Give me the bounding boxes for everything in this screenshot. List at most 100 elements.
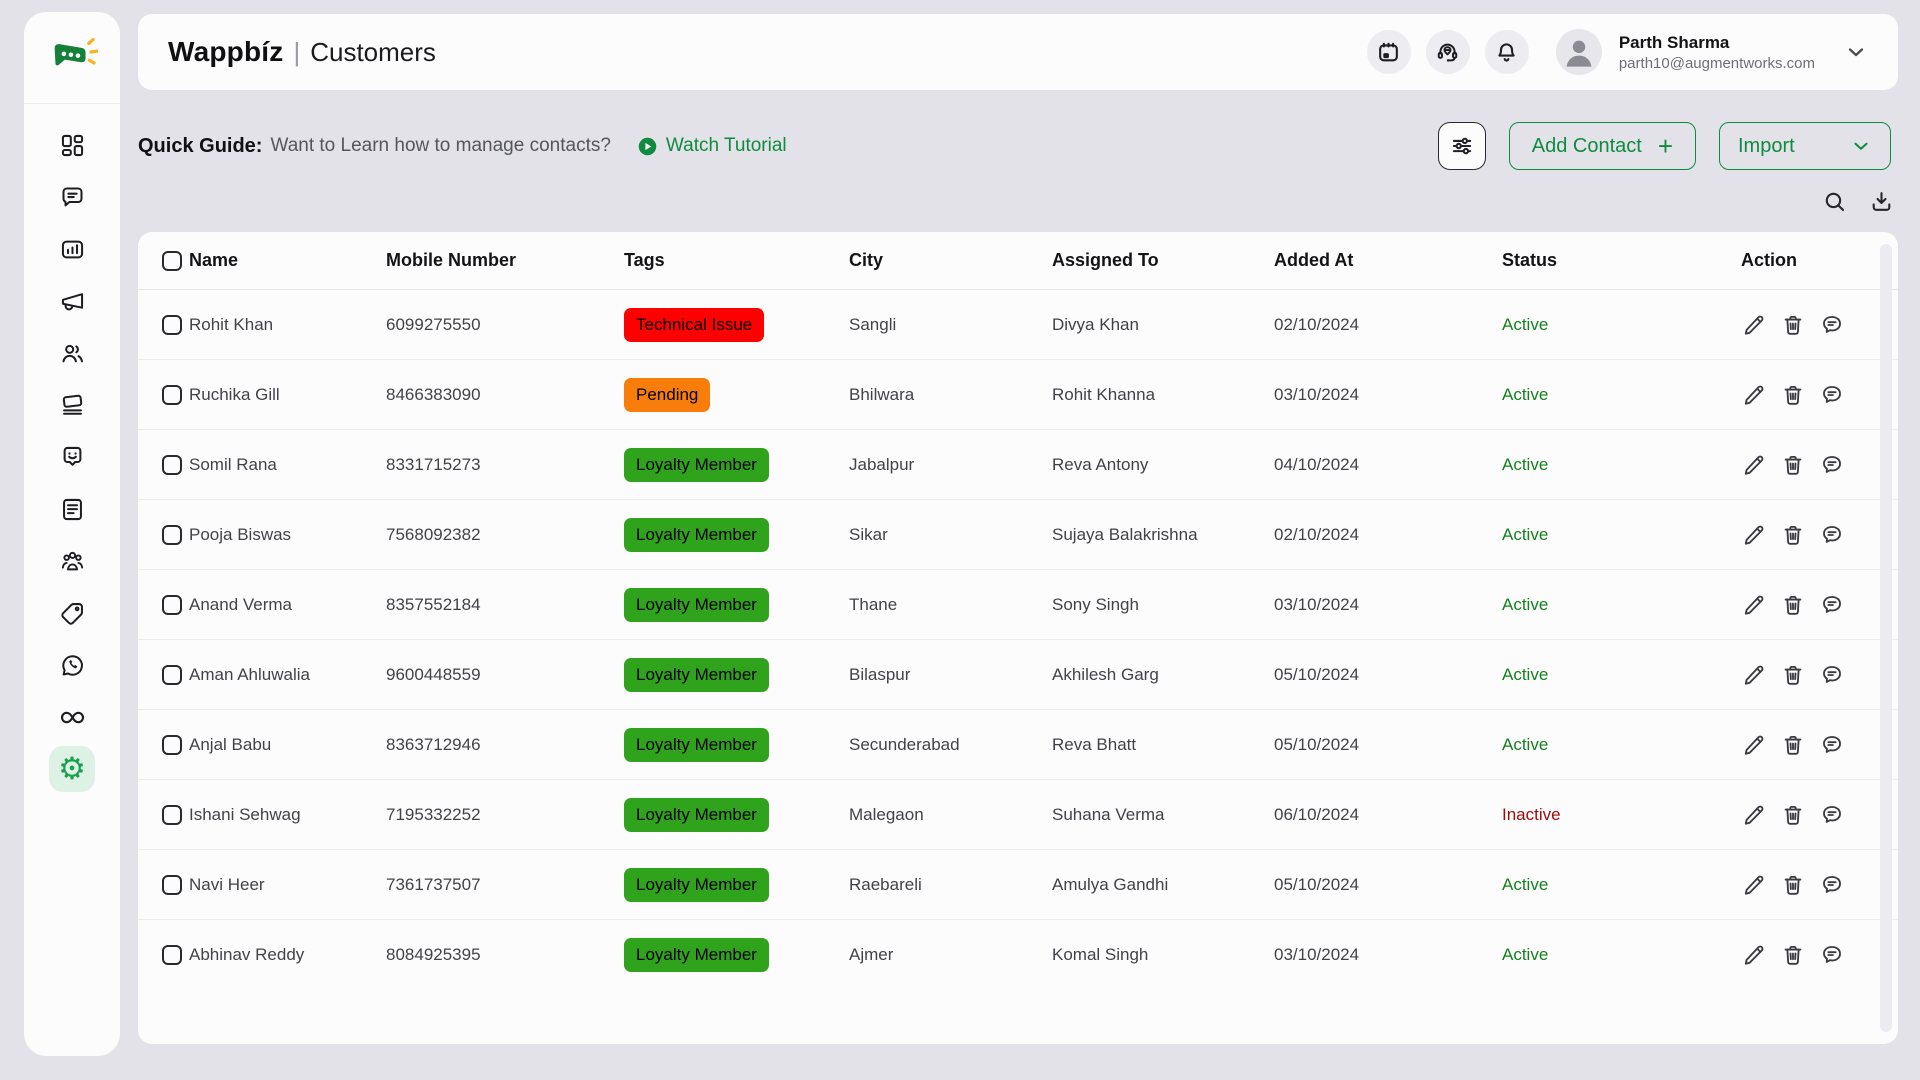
sidebar-item-dashboard[interactable]: [49, 122, 95, 168]
edit-button[interactable]: [1741, 312, 1767, 338]
column-header-added-at: Added At: [1274, 250, 1354, 270]
delete-button[interactable]: [1780, 382, 1806, 408]
sidebar-item-team[interactable]: [49, 538, 95, 584]
added-at-date: 03/10/2024: [1274, 384, 1360, 404]
row-checkbox[interactable]: [162, 524, 182, 545]
tag-badge: Loyalty Member: [624, 657, 769, 692]
brand-page-name: Customers: [310, 37, 436, 67]
user-info: Parth Sharma parth10@augmentworks.com: [1619, 33, 1815, 72]
assigned-to: Suhana Verma: [1052, 804, 1165, 824]
chat-button[interactable]: [1819, 732, 1845, 758]
edit-button[interactable]: [1741, 382, 1767, 408]
delete-button[interactable]: [1780, 522, 1806, 548]
user-avatar[interactable]: [1555, 29, 1602, 75]
city: Malegaon: [849, 804, 924, 824]
sidebar-item-chatbot[interactable]: [49, 434, 95, 480]
add-contact-button[interactable]: Add Contact +: [1508, 122, 1696, 170]
edit-button[interactable]: [1741, 802, 1767, 828]
import-button[interactable]: Import: [1719, 122, 1891, 170]
filter-button[interactable]: [1437, 122, 1486, 170]
edit-button[interactable]: [1741, 522, 1767, 548]
city: Secunderabad: [849, 734, 960, 754]
edit-button[interactable]: [1741, 662, 1767, 688]
table-scrollbar[interactable]: [1880, 244, 1892, 1032]
user-menu-toggle[interactable]: [1844, 40, 1868, 64]
delete-button[interactable]: [1780, 312, 1806, 338]
edit-button[interactable]: [1741, 942, 1767, 968]
chat-button[interactable]: [1819, 872, 1845, 898]
row-checkbox[interactable]: [162, 664, 182, 685]
chat-button[interactable]: [1819, 522, 1845, 548]
sidebar-item-analytics[interactable]: [49, 226, 95, 272]
row-checkbox[interactable]: [162, 874, 182, 895]
row-checkbox[interactable]: [162, 945, 182, 965]
sidebar-item-meta[interactable]: [49, 694, 95, 740]
chat-button[interactable]: [1819, 802, 1845, 828]
sidebar-item-contacts[interactable]: [49, 330, 95, 376]
status-badge: Active: [1502, 594, 1549, 614]
city: Bilaspur: [849, 664, 911, 684]
chat-button[interactable]: [1819, 452, 1845, 478]
search-button[interactable]: [1822, 189, 1847, 214]
edit-pencil-icon: [1744, 315, 1764, 335]
chat-bubble-icon: [1823, 735, 1841, 753]
toolbar: Add Contact + Import: [1437, 122, 1891, 170]
delete-button[interactable]: [1780, 802, 1806, 828]
sidebar-item-settings[interactable]: ⚙: [49, 746, 95, 792]
edit-button[interactable]: [1741, 452, 1767, 478]
column-header-city: City: [849, 250, 884, 270]
customer-name: Abhinav Reddy: [189, 945, 305, 964]
export-button[interactable]: [1869, 189, 1894, 214]
edit-button[interactable]: [1741, 592, 1767, 618]
sidebar-item-conversations[interactable]: [49, 174, 95, 220]
delete-trash-icon: [1784, 595, 1802, 615]
table-row: Rohit Khan 6099275550 Technical Issue Sa…: [138, 290, 1898, 360]
row-checkbox[interactable]: [162, 804, 182, 825]
watch-tutorial-link[interactable]: Watch Tutorial: [637, 135, 787, 157]
table-body: Rohit Khan 6099275550 Technical Issue Sa…: [138, 290, 1898, 990]
chat-button[interactable]: [1819, 942, 1845, 968]
row-checkbox[interactable]: [162, 594, 182, 615]
chat-button[interactable]: [1819, 662, 1845, 688]
customers-table-card: Name Mobile Number Tags City Assigned To…: [138, 232, 1898, 1044]
sidebar-item-campaigns[interactable]: [49, 278, 95, 324]
mobile-number: 9600448559: [386, 664, 481, 684]
notifications-button[interactable]: [1484, 30, 1529, 74]
select-all-checkbox[interactable]: [162, 250, 182, 271]
dashboard-icon: [61, 134, 83, 156]
edit-button[interactable]: [1741, 872, 1767, 898]
chevron-down-icon: [1854, 142, 1868, 150]
delete-button[interactable]: [1780, 872, 1806, 898]
row-checkbox[interactable]: [162, 734, 182, 755]
header-actions: Parth Sharma parth10@augmentworks.com: [1366, 29, 1868, 75]
tag-badge: Loyalty Member: [624, 867, 769, 902]
delete-button[interactable]: [1780, 592, 1806, 618]
calendar-button[interactable]: [1366, 30, 1411, 74]
delete-button[interactable]: [1780, 732, 1806, 758]
row-checkbox[interactable]: [162, 314, 182, 335]
table-header-row: Name Mobile Number Tags City Assigned To…: [138, 232, 1898, 290]
delete-button[interactable]: [1780, 452, 1806, 478]
delete-button[interactable]: [1780, 942, 1806, 968]
sidebar-item-tags[interactable]: [49, 590, 95, 636]
tags-icon: [60, 602, 83, 625]
assigned-to: Sujaya Balakrishna: [1052, 524, 1198, 544]
sidebar-item-notes[interactable]: [49, 486, 95, 532]
row-checkbox[interactable]: [162, 384, 182, 405]
conversations-icon: [61, 186, 83, 206]
sidebar-item-whatsapp[interactable]: [49, 642, 95, 688]
chat-button[interactable]: [1819, 592, 1845, 618]
column-header-status: Status: [1502, 250, 1558, 270]
delete-button[interactable]: [1780, 662, 1806, 688]
chat-button[interactable]: [1819, 382, 1845, 408]
chat-button[interactable]: [1819, 312, 1845, 338]
sidebar-item-library[interactable]: [49, 382, 95, 428]
sidebar-nav: ⚙: [49, 122, 95, 792]
mobile-number: 7568092382: [386, 524, 481, 544]
support-button[interactable]: [1425, 30, 1470, 74]
customer-name: Navi Heer: [189, 874, 265, 894]
quick-guide-label: Quick Guide:: [138, 134, 263, 157]
edit-pencil-icon: [1744, 525, 1764, 545]
row-checkbox[interactable]: [162, 454, 182, 475]
edit-button[interactable]: [1741, 732, 1767, 758]
